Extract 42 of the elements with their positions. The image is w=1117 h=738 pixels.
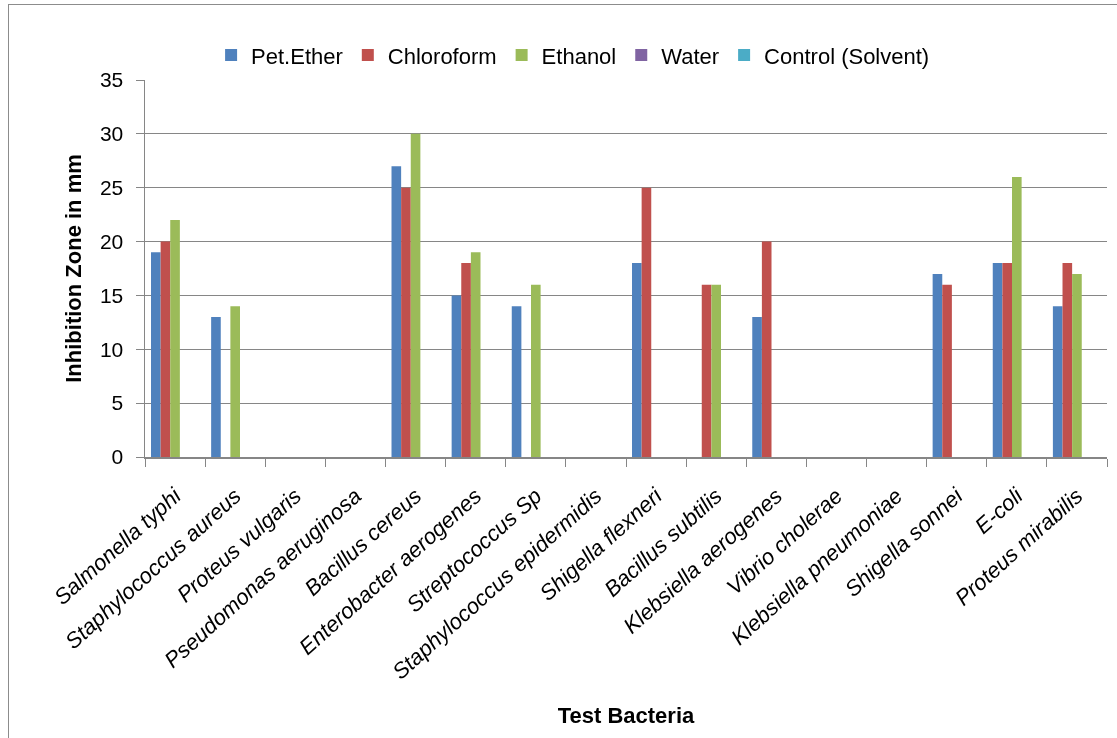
x-axis-title: Test Bacteria: [557, 702, 696, 728]
bar: [461, 263, 471, 457]
bar: [1062, 263, 1073, 457]
bar: [170, 220, 180, 457]
y-tick-label: 20: [99, 229, 124, 253]
y-tick-label: 5: [111, 391, 124, 415]
bar: [1002, 263, 1012, 457]
legend-label: Control (Solvent): [764, 43, 930, 69]
bar: [1072, 273, 1082, 457]
bar: [391, 166, 402, 457]
y-tick-label: 15: [99, 283, 124, 307]
bar: [511, 306, 522, 457]
bar: [410, 133, 421, 457]
legend-label: Chloroform: [387, 43, 497, 69]
bar: [401, 187, 411, 457]
bar: [761, 241, 772, 457]
bar: [942, 284, 952, 457]
legend-label: Pet.Ether: [251, 43, 343, 69]
y-tick-label: 35: [99, 68, 124, 92]
bar: [160, 241, 171, 457]
bar: [752, 316, 762, 457]
y-tick-label: 30: [99, 122, 124, 146]
bar: [211, 316, 221, 457]
legend-label: Water: [661, 43, 720, 69]
bar: [641, 187, 652, 457]
bar: [1052, 306, 1063, 457]
bar: [992, 263, 1003, 457]
y-tick-label: 0: [111, 445, 124, 469]
bar: [151, 252, 161, 457]
bar: [470, 252, 481, 457]
bar: [632, 263, 642, 457]
bar: [932, 273, 943, 457]
bar: [531, 284, 541, 457]
bar: [451, 295, 462, 457]
bar: [1012, 176, 1022, 457]
bar: [230, 306, 240, 457]
bar: [711, 284, 721, 457]
legend-label: Ethanol: [541, 43, 617, 69]
y-tick-label: 10: [99, 337, 124, 361]
bar: [701, 284, 712, 457]
y-tick-label: 25: [99, 176, 124, 200]
y-axis-title: Inhibition Zone in mm: [60, 154, 86, 383]
